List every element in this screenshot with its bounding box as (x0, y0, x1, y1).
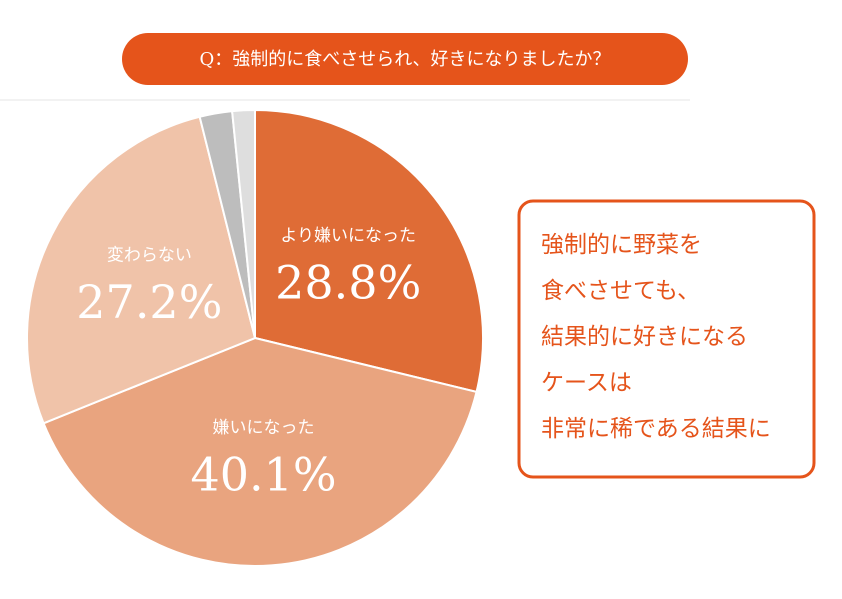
note-line: 強制的に野菜を (541, 232, 702, 258)
note-line: 非常に稀である結果に (541, 416, 771, 442)
slice-value: 28.8% (275, 256, 421, 310)
slice-label: 変わらない (107, 246, 192, 266)
pie-slice (231, 108, 256, 339)
note-line: 食べさせても、 (541, 278, 700, 304)
slice-label: 嫌いになった (213, 418, 315, 438)
note-line: ケースは (541, 370, 632, 396)
slice-label: より嫌いになった (280, 226, 416, 246)
chart-title: Q：強制的に食べさせられ、好きになりましたか？ (200, 49, 611, 70)
pie: より嫌いになった 28.8% 嫌いになった 40.1% 変わらない 27.2% (26, 108, 484, 567)
pie-slice (254, 108, 484, 394)
pie-slice (26, 115, 257, 425)
slice-value: 40.1% (190, 447, 336, 501)
title-pill (122, 33, 688, 85)
note-box (517, 199, 816, 479)
slice-value: 27.2% (76, 275, 222, 329)
pie-slice (42, 336, 478, 567)
note-line: 結果的に好きになる (541, 324, 748, 350)
